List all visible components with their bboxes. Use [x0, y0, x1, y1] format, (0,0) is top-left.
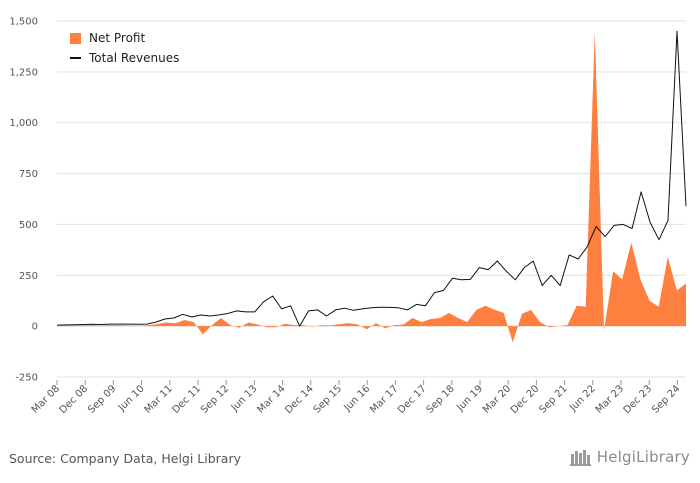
x-tick-label: Mar 08	[30, 383, 62, 415]
y-tick-label: 1,000	[9, 118, 38, 129]
y-tick-label: 500	[19, 220, 38, 231]
x-tick-label: Mar 11	[143, 383, 175, 415]
x-tick-label: Jun 16	[342, 383, 373, 414]
x-tick-label: Mar 20	[481, 383, 513, 415]
net-profit-area-path	[57, 31, 686, 343]
x-tick-label: Sep 18	[425, 383, 457, 415]
y-tick-label: 1,500	[9, 17, 38, 28]
x-tick-label: Dec 14	[283, 383, 316, 416]
legend-item-net-profit[interactable]: Net Profit	[70, 28, 179, 48]
x-tick-label: Mar 14	[255, 383, 287, 415]
legend-label-total-revenues: Total Revenues	[89, 51, 180, 65]
y-tick-label: 0	[32, 322, 38, 333]
x-tick-label: Dec 11	[170, 383, 203, 416]
source-note: Source: Company Data, Helgi Library	[9, 451, 242, 466]
x-tick-label: Dec 20	[509, 383, 542, 416]
x-tick-label: Sep 15	[312, 383, 344, 415]
x-tick-label: Sep 12	[199, 383, 231, 415]
y-tick-label: 250	[19, 271, 38, 282]
total-revenues-swatch	[70, 57, 81, 59]
x-tick-label: Jun 13	[229, 383, 260, 414]
total-revenues-line	[56, 30, 687, 327]
net-profit-area	[57, 31, 686, 343]
x-tick-label: Mar 17	[368, 383, 400, 415]
legend-item-total-revenues[interactable]: Total Revenues	[70, 48, 179, 68]
x-tick-label: Jun 22	[567, 383, 598, 414]
legend-label-net-profit: Net Profit	[89, 31, 146, 45]
legend: Net Profit Total Revenues	[70, 28, 179, 68]
y-axis: -250 0 250 500 750 1,000 1,250 1,500	[9, 17, 38, 384]
x-tick-label: Dec 23	[622, 383, 655, 416]
x-tick-label: Sep 24	[650, 383, 682, 415]
y-tick-label: 750	[19, 169, 38, 180]
x-tick-label: Mar 23	[594, 383, 626, 415]
y-tick-label: -250	[15, 373, 38, 384]
x-tick-label: Dec 08	[58, 383, 91, 416]
x-tick-label: Jun 10	[116, 383, 147, 414]
brand-logo[interactable]: HelgiLibrary	[569, 448, 690, 466]
net-profit-swatch	[70, 32, 81, 44]
x-tick-label: Dec 17	[396, 383, 429, 416]
total-revenues-polyline	[56, 30, 687, 327]
x-tick-label: Jun 19	[454, 383, 485, 414]
brand-text: HelgiLibrary	[596, 448, 690, 466]
x-tick-label: Sep 09	[86, 383, 118, 415]
x-tick-label: Sep 21	[537, 383, 569, 415]
library-icon	[569, 450, 591, 466]
y-tick-label: 1,250	[9, 67, 38, 78]
